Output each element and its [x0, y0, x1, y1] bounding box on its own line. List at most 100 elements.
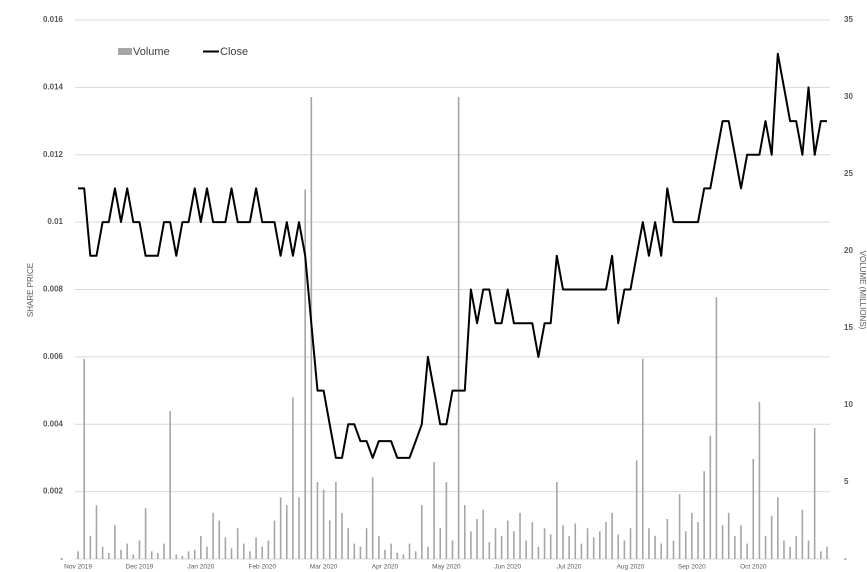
volume-bar: [488, 542, 491, 559]
volume-bar: [801, 509, 804, 559]
volume-bar: [623, 540, 626, 559]
volume-bar: [292, 397, 294, 559]
volume-bar: [163, 543, 165, 559]
y-tick-label: 0.006: [43, 352, 64, 361]
volume-bar: [169, 411, 171, 559]
volume-bar: [463, 505, 466, 559]
y-tick-label: -: [60, 554, 63, 563]
volume-bar: [335, 482, 337, 559]
volume-bar: [770, 515, 773, 559]
volume-bar: [451, 540, 454, 559]
volume-bar: [206, 546, 208, 559]
volume-bar: [273, 520, 276, 559]
volume-bar: [531, 522, 534, 559]
volume-bar: [783, 540, 785, 559]
volume-bar: [721, 525, 724, 559]
y-tick-label: 0.004: [43, 419, 64, 428]
y2-tick-label: 15: [844, 323, 853, 332]
volume-bar: [605, 522, 607, 559]
volume-bar: [267, 540, 270, 559]
volume-bar: [157, 552, 159, 559]
y2-tick-label: -: [844, 554, 847, 563]
volume-bar: [592, 537, 595, 559]
volume-bar: [795, 535, 798, 559]
volume-bar: [500, 535, 503, 559]
x-tick-label: Sep 2020: [678, 564, 706, 571]
volume-bar: [224, 537, 227, 559]
volume-bar: [482, 509, 484, 559]
volume-bar: [126, 543, 128, 559]
volume-bar: [261, 546, 264, 559]
volume-bar: [734, 535, 736, 559]
volume-bar: [236, 528, 239, 559]
volume-bar: [89, 535, 92, 559]
volume-bar: [568, 535, 570, 559]
volume-bar: [212, 512, 214, 559]
y-tick-label: 0.01: [47, 217, 63, 226]
volume-bar: [525, 540, 527, 559]
volume-bar: [230, 548, 233, 559]
volume-bar: [556, 482, 558, 559]
volume-bar: [641, 358, 644, 559]
volume-bar: [580, 543, 583, 559]
volume-bar: [611, 512, 613, 559]
volume-bar: [249, 551, 251, 559]
volume-bar: [445, 482, 448, 559]
x-tick-label: Nov 2019: [64, 564, 92, 571]
close-line: [78, 52, 827, 459]
volume-bar: [740, 525, 742, 559]
volume-bar: [328, 520, 331, 559]
x-tick-label: Jul 2020: [557, 564, 582, 571]
volume-bar: [629, 528, 632, 559]
volume-bar: [549, 534, 552, 559]
volume-bar: [691, 512, 693, 559]
volume-bar: [433, 461, 435, 559]
volume-bar: [427, 546, 429, 559]
volume-bar: [150, 551, 153, 559]
volume-bar: [371, 477, 374, 559]
volume-bar: [758, 401, 761, 559]
volume-bar: [807, 540, 810, 559]
volume-bar: [390, 543, 392, 559]
volume-bar: [243, 543, 245, 559]
volume-bar: [384, 549, 386, 559]
volume-bar: [789, 546, 791, 559]
y2-axis-label: VOLUME (MILLIONS): [858, 251, 867, 330]
volume-bar: [193, 549, 196, 559]
volume-bar: [181, 555, 184, 559]
volume-bar: [752, 458, 755, 559]
volume-bar: [635, 460, 638, 559]
y-tick-label: 0.014: [43, 82, 64, 91]
volume-bar: [378, 535, 380, 559]
y-tick-label: 0.016: [43, 15, 64, 24]
volume-bar: [727, 512, 730, 559]
volume-bar: [101, 546, 104, 559]
volume-bar: [421, 505, 423, 559]
volume-bar: [304, 189, 306, 559]
y-tick-label: 0.002: [43, 487, 64, 496]
x-tick-label: Oct 2020: [740, 564, 767, 571]
volume-bar: [513, 531, 515, 559]
volume-bar: [279, 497, 282, 559]
volume-bar: [187, 551, 190, 559]
volume-bar: [703, 471, 705, 559]
volume-bar: [402, 554, 405, 559]
y2-tick-label: 5: [844, 477, 849, 486]
volume-bar: [77, 551, 79, 559]
legend-swatch: [118, 48, 132, 55]
y-axis-label: SHARE PRICE: [26, 263, 35, 317]
x-tick-label: Feb 2020: [248, 564, 276, 571]
volume-bar: [175, 554, 178, 559]
volume-bar: [120, 549, 122, 559]
volume-bar: [408, 543, 411, 559]
volume-bar: [200, 535, 202, 559]
volume-bar: [660, 543, 662, 559]
volume-bar: [132, 554, 135, 559]
volume-bar: [543, 528, 546, 559]
volume-bar: [347, 528, 349, 559]
y2-tick-label: 25: [844, 169, 853, 178]
volume-bar: [777, 497, 779, 559]
volume-bar: [826, 546, 828, 559]
volume-bar: [562, 525, 564, 559]
